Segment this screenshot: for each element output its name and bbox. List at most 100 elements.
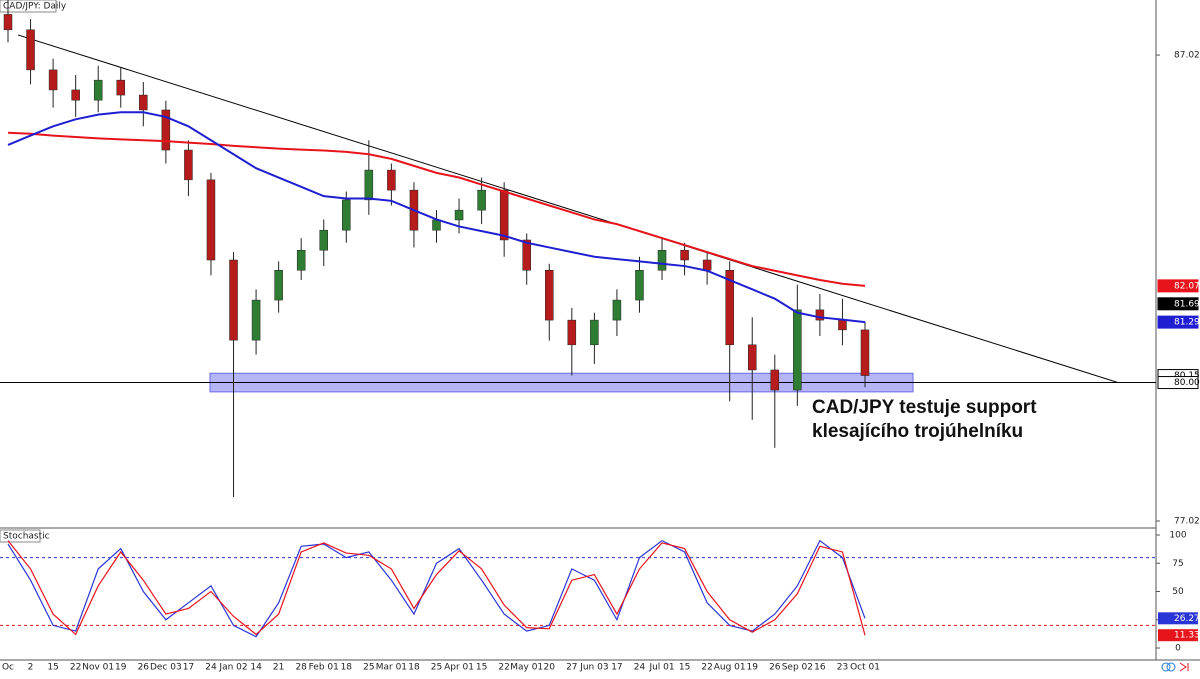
x-tick-label: 15 (679, 663, 690, 673)
stochastic-line (7, 540, 866, 636)
candle-body (432, 219, 441, 231)
x-tick-label: Dec 03 (150, 663, 182, 673)
y-tick-label: 0 (1175, 644, 1181, 654)
candle-body (139, 94, 148, 111)
x-tick-label: 17 (611, 663, 622, 673)
x-tick-label: Jul 01 (648, 663, 674, 673)
x-tick-label: 25 (431, 663, 442, 673)
x-tick-label: Feb 01 (309, 663, 339, 673)
title-box (0, 529, 41, 543)
x-tick-label: Oct 01 (850, 663, 880, 673)
title-box (0, 0, 57, 13)
x-tick-label: 15 (47, 663, 58, 673)
x-tick-label: Oc (2, 663, 14, 673)
candle-body (184, 149, 193, 181)
x-tick-label: 19 (747, 663, 759, 673)
x-tick-label: 14 (250, 663, 262, 673)
candle-body (725, 270, 734, 346)
x-tick-label: 27 (566, 663, 577, 673)
x-tick-label: 21 (273, 663, 284, 673)
candle-body (274, 270, 283, 301)
x-tick-label: 25 (363, 663, 374, 673)
x-tick-label: 16 (814, 663, 826, 673)
candle-body (838, 319, 847, 331)
y-tick-label: 77.029 (1174, 516, 1200, 526)
annotation: klesajícího trojúhelníku (812, 421, 1023, 442)
x-tick-label: 22 (70, 663, 81, 673)
x-tick-label: 18 (341, 663, 353, 673)
x-tick-label: 15 (476, 663, 487, 673)
candle-body (116, 79, 126, 96)
candle-body (251, 299, 261, 341)
x-tick-label: 17 (183, 663, 194, 673)
x-tick-label: 20 (544, 663, 556, 673)
value-label-box (1158, 612, 1198, 625)
candle-body (71, 89, 80, 101)
candle-body (545, 270, 554, 321)
x-tick-label: Jun 03 (579, 663, 608, 673)
x-tick-label: 22 (498, 663, 509, 673)
price-label: 81.690 (1174, 299, 1200, 309)
trendline (17, 34, 1119, 384)
price-label: 80.000 (1174, 378, 1200, 388)
candle-body (387, 169, 396, 191)
moving-average (7, 131, 866, 287)
x-tick-label: Aug 01 (714, 663, 746, 673)
candle-body (793, 309, 802, 391)
candle-body (296, 249, 306, 271)
candle-body (161, 109, 171, 151)
candle-body (48, 69, 58, 91)
y-tick-label: 87.029 (1174, 51, 1200, 61)
y-tick-label: 50 (1172, 587, 1184, 597)
price-label-box (1157, 279, 1199, 293)
icons (1161, 662, 1189, 672)
stochastic-line (7, 539, 866, 638)
candle-body (815, 309, 825, 321)
x-tick-label: Mar 01 (376, 663, 407, 673)
price-label: 82.075 (1174, 281, 1200, 291)
candle-body (635, 270, 644, 301)
x-tick-label: 24 (205, 663, 217, 673)
x-tick-label: May 01 (510, 663, 543, 673)
candle-body (454, 209, 464, 221)
y-tick-label: 100 (1169, 531, 1186, 541)
x-tick-label: 22 (701, 663, 712, 673)
candle-body (702, 259, 712, 271)
icon (1161, 662, 1171, 672)
x-tick-label: 2 (28, 663, 34, 673)
x-tick-label: 26 (769, 663, 781, 673)
candle-body (319, 229, 328, 251)
x-tick-label: Jan 02 (218, 663, 247, 673)
x-tick-label: 18 (408, 663, 420, 673)
value-label-box (1158, 629, 1198, 642)
x-tick-label: Apr 01 (444, 663, 474, 673)
x-tick-label: Sep 02 (782, 663, 813, 673)
candle-body (477, 189, 486, 211)
x-tick-label: 26 (138, 663, 150, 673)
x-tick-label: Nov 01 (82, 663, 114, 673)
candle-body (499, 189, 509, 241)
candle-body (612, 299, 622, 321)
candle-body (26, 29, 35, 71)
icon (1166, 662, 1176, 672)
candle-body (342, 199, 351, 231)
candle-body (590, 319, 599, 346)
candle-body (747, 344, 757, 371)
candle-body (522, 239, 531, 271)
candle-body (229, 259, 238, 341)
icon (1179, 662, 1189, 672)
candle-body (567, 319, 577, 346)
price-label-box (1157, 315, 1199, 329)
candle-body (364, 169, 374, 201)
x-tick-label: 28 (295, 663, 307, 673)
indicator-title: Stochastic (3, 532, 50, 542)
value-label: 11.33 (1174, 631, 1200, 641)
candle-body (680, 249, 689, 261)
candle-body (657, 249, 667, 271)
candle-body (206, 179, 216, 261)
chart-title: CAD/JPY: Daily (3, 2, 67, 12)
price-label: 81.297 (1174, 318, 1200, 328)
x-tick-label: 19 (115, 663, 127, 673)
candle-body (770, 369, 780, 391)
